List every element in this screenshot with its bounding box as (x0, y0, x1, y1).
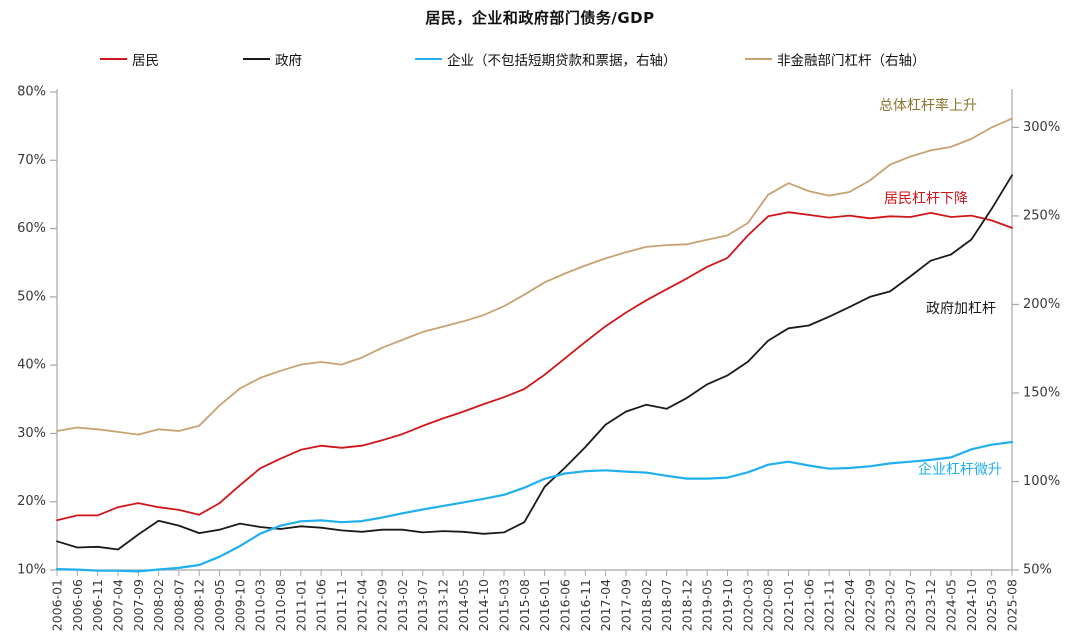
svg-text:2023-12: 2023-12 (923, 579, 938, 631)
legend-label-household: 居民 (132, 53, 159, 69)
svg-text:2012-04: 2012-04 (354, 579, 369, 631)
svg-text:300%: 300% (1023, 120, 1060, 135)
legend-label-corporate: 企业（不包括短期贷款和票据，右轴） (447, 53, 677, 69)
svg-text:30%: 30% (17, 426, 46, 441)
svg-text:2025-03: 2025-03 (984, 579, 999, 631)
svg-text:2023-07: 2023-07 (903, 579, 918, 631)
svg-text:2016-01: 2016-01 (537, 579, 552, 631)
legend-label-government: 政府 (275, 53, 302, 69)
svg-text:2008-12: 2008-12 (192, 579, 207, 631)
svg-text:2024-05: 2024-05 (944, 579, 959, 631)
svg-text:200%: 200% (1023, 297, 1060, 312)
svg-text:2018-02: 2018-02 (639, 579, 654, 631)
svg-text:2007-04: 2007-04 (110, 579, 125, 631)
svg-text:2023-02: 2023-02 (883, 579, 898, 631)
svg-text:2010-03: 2010-03 (253, 579, 268, 631)
svg-text:2022-09: 2022-09 (862, 579, 877, 631)
svg-text:10%: 10% (17, 563, 46, 578)
svg-text:2014-05: 2014-05 (456, 579, 471, 631)
annotation-household-leverage-falling: 居民杠杆下降 (884, 191, 968, 207)
svg-text:2016-06: 2016-06 (557, 579, 572, 631)
legend-item-nonfinancial: 非金融部门杠杆（右轴） (745, 50, 926, 69)
annotation-government-adding-leverage: 政府加杠杆 (926, 301, 996, 317)
svg-text:2021-11: 2021-11 (822, 579, 837, 631)
svg-text:2012-09: 2012-09 (375, 579, 390, 631)
chart-title: 居民，企业和政府部门债务/GDP (425, 9, 655, 27)
svg-text:250%: 250% (1023, 208, 1060, 223)
svg-text:40%: 40% (17, 358, 46, 373)
svg-text:2009-05: 2009-05 (212, 579, 227, 631)
svg-text:2013-02: 2013-02 (395, 579, 410, 631)
household-line-swatch (100, 58, 127, 60)
corporate-line-swatch (415, 58, 442, 60)
svg-text:2013-12: 2013-12 (436, 579, 451, 631)
svg-text:2017-09: 2017-09 (618, 579, 633, 631)
legend-item-government: 政府 (243, 50, 302, 69)
annotation-overall-leverage-rising: 总体杠杆率上升 (879, 98, 977, 114)
svg-text:20%: 20% (17, 494, 46, 509)
svg-text:50%: 50% (17, 289, 46, 304)
svg-text:2011-11: 2011-11 (334, 579, 349, 631)
svg-text:2010-08: 2010-08 (273, 579, 288, 631)
svg-text:2022-04: 2022-04 (842, 579, 857, 631)
svg-text:2019-05: 2019-05 (700, 579, 715, 631)
legend-item-corporate: 企业（不包括短期贷款和票据，右轴） (415, 50, 677, 69)
svg-text:50%: 50% (1023, 563, 1052, 578)
svg-text:2008-02: 2008-02 (151, 579, 166, 631)
svg-text:2021-06: 2021-06 (801, 579, 816, 631)
svg-text:70%: 70% (17, 153, 46, 168)
svg-text:2015-03: 2015-03 (497, 579, 512, 631)
svg-text:2016-11: 2016-11 (578, 579, 593, 631)
svg-text:2018-07: 2018-07 (659, 579, 674, 631)
svg-text:2013-07: 2013-07 (415, 579, 430, 631)
svg-text:2011-01: 2011-01 (293, 579, 308, 631)
svg-text:2021-01: 2021-01 (781, 579, 796, 631)
legend-label-nonfinancial: 非金融部门杠杆（右轴） (777, 53, 926, 69)
svg-text:2006-11: 2006-11 (90, 579, 105, 631)
svg-text:2024-10: 2024-10 (964, 579, 979, 631)
svg-text:2020-08: 2020-08 (761, 579, 776, 631)
svg-text:2019-10: 2019-10 (720, 579, 735, 631)
svg-text:2014-10: 2014-10 (476, 579, 491, 631)
svg-text:80%: 80% (17, 85, 46, 100)
svg-text:2017-04: 2017-04 (598, 579, 613, 631)
legend-item-household: 居民 (100, 50, 159, 69)
government-line-swatch (243, 58, 270, 60)
svg-text:2007-09: 2007-09 (131, 579, 146, 631)
svg-text:2020-03: 2020-03 (740, 579, 755, 631)
svg-text:150%: 150% (1023, 385, 1060, 400)
svg-text:2006-01: 2006-01 (50, 579, 65, 631)
svg-text:60%: 60% (17, 221, 46, 236)
svg-text:2008-07: 2008-07 (171, 579, 186, 631)
svg-text:100%: 100% (1023, 474, 1060, 489)
svg-text:2011-06: 2011-06 (314, 579, 329, 631)
svg-text:2006-06: 2006-06 (70, 579, 85, 631)
annotation-corporate-leverage-slightly-up: 企业杠杆微升 (918, 462, 1002, 478)
nonfinancial-line-swatch (745, 58, 772, 60)
svg-text:2025-08: 2025-08 (1005, 579, 1020, 631)
svg-text:2015-08: 2015-08 (517, 579, 532, 631)
svg-text:2009-10: 2009-10 (232, 579, 247, 631)
svg-text:2018-12: 2018-12 (679, 579, 694, 631)
